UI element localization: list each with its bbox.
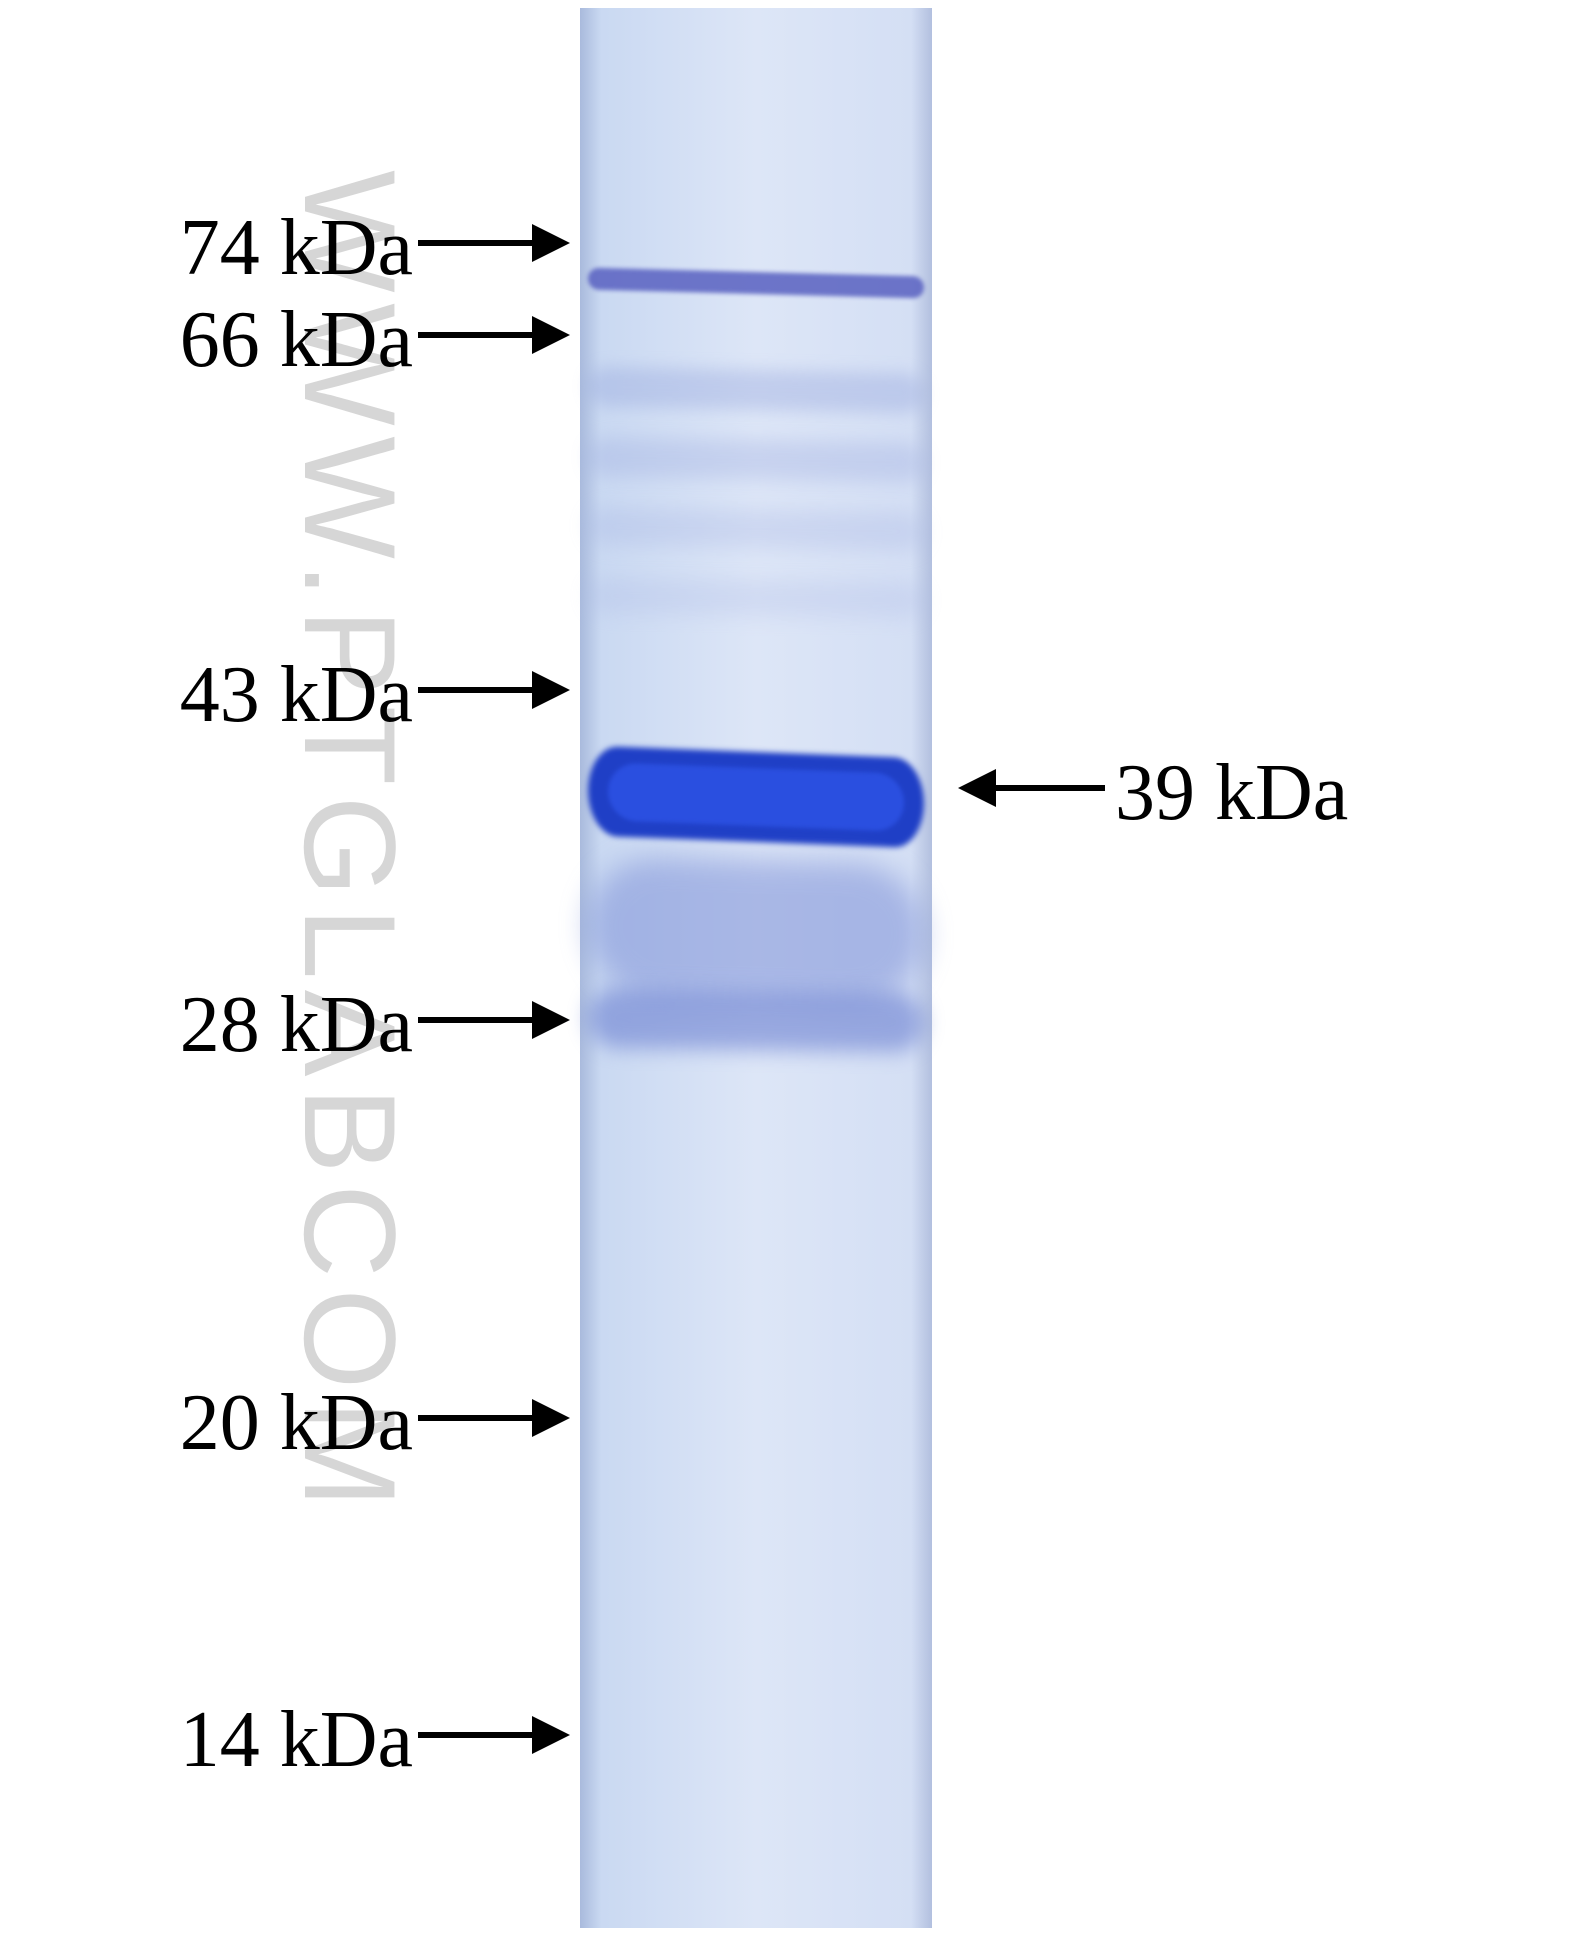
arrow-head-right [532,224,570,262]
main-39kda-core [608,763,904,832]
arrow-line [418,1415,532,1421]
faint-3 [588,507,924,551]
marker-label: 20 kDa [180,1378,413,1469]
gel-lane [580,8,932,1928]
arrow-line [996,785,1105,791]
arrow-head-left [958,769,996,807]
marker-label: 43 kDa [180,650,413,741]
arrow-head-right [532,1001,570,1039]
marker-label: 74 kDa [180,203,413,294]
faint-4 [588,578,924,619]
arrow-head-right [532,1399,570,1437]
arrow-line [418,687,532,693]
arrow-line [418,1732,532,1738]
arrow-line [418,240,532,246]
faint-2 [588,437,924,483]
arrow-head-right [532,316,570,354]
result-label: 39 kDa [1115,748,1348,839]
marker-label: 28 kDa [180,980,413,1071]
marker-label: 14 kDa [180,1695,413,1786]
marker-label: 66 kDa [180,295,413,386]
band-74-66 [588,268,924,299]
band-28 [588,988,924,1053]
arrow-line [418,1017,532,1023]
arrow-head-right [532,671,570,709]
arrow-line [418,332,532,338]
arrow-head-right [532,1716,570,1754]
faint-1 [588,366,924,413]
smear-below [588,856,924,1005]
